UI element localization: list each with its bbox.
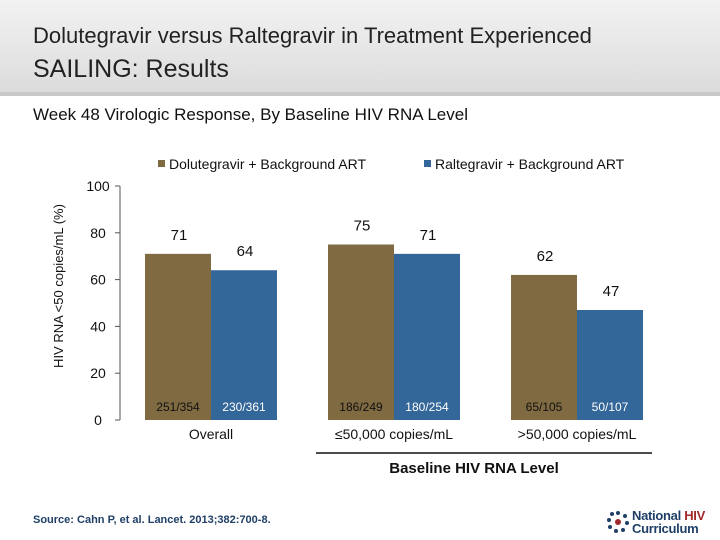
bar <box>211 270 277 420</box>
bar <box>577 310 643 420</box>
bar <box>328 244 394 420</box>
bar-value-label: 47 <box>603 283 620 300</box>
logo-word-hiv: HIV <box>684 508 705 523</box>
bar-n-label: 65/105 <box>526 400 563 414</box>
y-tick-label: 60 <box>90 272 106 288</box>
y-tick-label: 20 <box>90 365 106 381</box>
y-tick-label: 100 <box>86 178 110 194</box>
legend-label: Raltegravir + Background ART <box>435 156 625 172</box>
national-hiv-curriculum-logo: National HIV Curriculum <box>606 508 716 538</box>
x-axis-title: Baseline HIV RNA Level <box>389 460 559 477</box>
header <box>0 0 720 92</box>
logo-mark-icon <box>607 511 629 533</box>
bar-value-label: 71 <box>420 227 437 244</box>
bar-n-label: 50/107 <box>592 400 629 414</box>
bar-n-label: 251/354 <box>156 400 200 414</box>
y-tick-label: 80 <box>90 225 106 241</box>
bar-value-label: 62 <box>537 248 554 265</box>
logo-word-curriculum: Curriculum <box>632 521 699 536</box>
y-axis-label: HIV RNA <50 copies/mL (%) <box>51 204 66 368</box>
bar-n-label: 180/254 <box>405 400 449 414</box>
bar-n-label: 186/249 <box>339 400 383 414</box>
y-tick-label: 40 <box>90 318 106 334</box>
subtitle: Week 48 Virologic Response, By Baseline … <box>33 105 468 124</box>
category-label: Overall <box>189 426 233 442</box>
title-line-2: SAILING: Results <box>33 55 229 83</box>
bar-n-label: 230/361 <box>222 400 266 414</box>
category-label: ≤50,000 copies/mL <box>335 426 453 442</box>
legend-label: Dolutegravir + Background ART <box>169 156 366 172</box>
legend-swatch <box>424 160 431 167</box>
bar <box>145 253 211 420</box>
bar-value-label: 71 <box>171 227 188 244</box>
source-citation: Source: Cahn P, et al. Lancet. 2013;382:… <box>33 514 271 526</box>
header-divider <box>0 92 720 96</box>
title-line-1: Dolutegravir versus Raltegravir in Treat… <box>33 23 592 48</box>
legend-swatch <box>158 160 165 167</box>
bar <box>394 253 460 420</box>
bar-value-label: 64 <box>237 243 254 260</box>
bar <box>511 274 577 420</box>
category-label: >50,000 copies/mL <box>518 426 637 442</box>
logo-text: National HIV Curriculum <box>632 509 705 535</box>
logo-word-national: National <box>632 508 685 523</box>
y-tick-label: 0 <box>94 412 102 428</box>
bar-value-label: 75 <box>354 218 371 235</box>
